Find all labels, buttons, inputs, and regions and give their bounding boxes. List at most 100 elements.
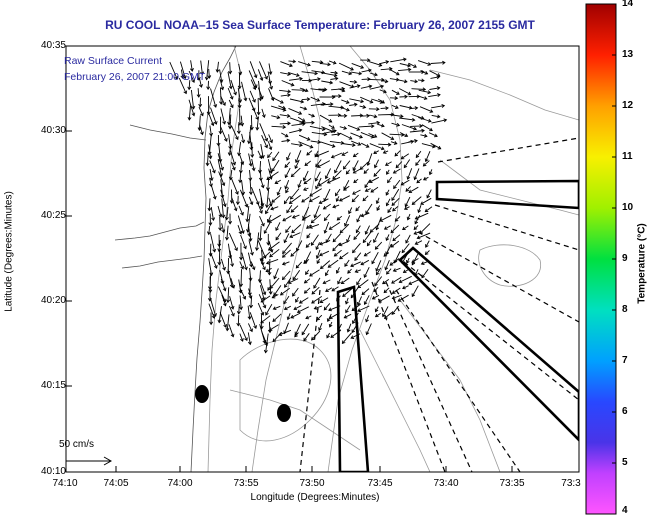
current-vector: [220, 95, 226, 106]
current-vector: [408, 62, 417, 68]
current-vector: [238, 98, 241, 108]
current-vector-head: [332, 238, 337, 243]
current-vector: [330, 77, 338, 80]
current-vector: [387, 206, 392, 213]
current-vector-head: [294, 159, 299, 164]
current-vector-head: [332, 247, 336, 252]
current-vector-head: [247, 316, 252, 320]
current-vector-head: [317, 77, 321, 82]
current-vector-head: [403, 206, 408, 210]
current-vector-head: [360, 261, 365, 266]
inland-river-3: [129, 124, 207, 141]
current-vector-head: [391, 290, 396, 294]
land-area: [66, 46, 237, 472]
current-vector: [190, 89, 195, 109]
current-vector-head: [206, 86, 211, 91]
current-vector-head: [316, 260, 321, 265]
current-vector: [249, 61, 257, 78]
current-vector-head: [289, 234, 294, 239]
current-vector-head: [243, 266, 248, 271]
current-vector: [391, 104, 399, 109]
current-vector-head: [411, 259, 416, 263]
current-vector: [338, 62, 354, 71]
current-vector: [392, 206, 399, 212]
current-vector: [408, 186, 419, 193]
current-vector-head: [328, 118, 333, 123]
current-vector: [324, 213, 331, 221]
current-vector: [248, 288, 252, 299]
current-vector-head: [276, 115, 281, 120]
current-vector-head: [191, 79, 195, 83]
current-vector: [341, 70, 352, 75]
current-vector: [220, 258, 226, 271]
colorbar: [585, 3, 617, 515]
current-vector: [228, 232, 238, 251]
current-vector: [364, 251, 371, 257]
current-vector-head: [402, 285, 406, 290]
current-vector-head: [196, 94, 201, 98]
current-vector-head: [243, 245, 247, 250]
current-vector: [259, 225, 262, 241]
current-vector-head: [218, 213, 223, 218]
current-vector: [284, 277, 292, 288]
current-vector-head: [230, 263, 235, 268]
current-vector: [273, 305, 281, 310]
current-vector-head: [305, 271, 309, 275]
current-vector-head: [306, 97, 311, 102]
current-vector: [289, 117, 305, 124]
current-vector-head: [429, 127, 433, 132]
current-vector-head: [251, 266, 256, 271]
current-vector-head: [414, 106, 419, 111]
current-vector-head: [267, 271, 272, 276]
current-vector: [407, 213, 411, 220]
current-vector: [292, 287, 299, 297]
current-vector: [383, 287, 390, 293]
current-vector: [311, 234, 319, 246]
current-vector: [369, 85, 384, 90]
current-vector-head: [356, 127, 361, 131]
current-vector-head: [373, 150, 377, 155]
current-vector: [268, 258, 271, 275]
current-vector: [343, 185, 350, 191]
current-vector-head: [352, 143, 356, 148]
radar-sector-boxes: [336, 179, 579, 472]
current-vector: [290, 248, 299, 257]
current-vector-head: [338, 242, 343, 247]
current-vector: [374, 159, 380, 168]
current-vector-head: [408, 189, 413, 194]
current-vector: [355, 269, 361, 273]
current-vector: [428, 94, 441, 98]
current-vector: [178, 77, 187, 94]
current-vector-head: [382, 313, 386, 318]
lon-tick: 73:3: [561, 478, 581, 489]
current-vector-head: [269, 139, 273, 144]
current-vector-head: [383, 289, 388, 294]
current-vector: [250, 295, 253, 308]
current-vector-head: [245, 218, 250, 223]
current-vector: [272, 313, 282, 322]
current-vector-head: [213, 265, 218, 269]
current-vector: [228, 107, 231, 125]
current-vector: [220, 108, 226, 125]
current-vector-head: [236, 310, 241, 315]
current-vector-head: [442, 60, 446, 65]
colorbar-tick-label: 13: [622, 49, 634, 60]
current-vector-head: [338, 94, 342, 99]
current-vector: [405, 186, 411, 192]
current-vector-head: [322, 206, 327, 210]
current-vector-head: [408, 281, 413, 286]
current-vector-head: [441, 103, 446, 108]
current-vector: [393, 168, 401, 174]
current-vector-head: [392, 207, 396, 212]
current-vector: [386, 198, 391, 206]
current-vector: [271, 125, 286, 128]
current-vector: [357, 279, 369, 288]
current-vector: [250, 79, 256, 90]
current-vector: [247, 323, 253, 332]
current-vector: [350, 71, 362, 75]
current-vector-head: [235, 191, 239, 195]
current-vector-head: [269, 253, 273, 258]
current-vector-head: [306, 225, 310, 229]
current-vector-head: [315, 255, 320, 260]
current-vector: [270, 206, 279, 210]
